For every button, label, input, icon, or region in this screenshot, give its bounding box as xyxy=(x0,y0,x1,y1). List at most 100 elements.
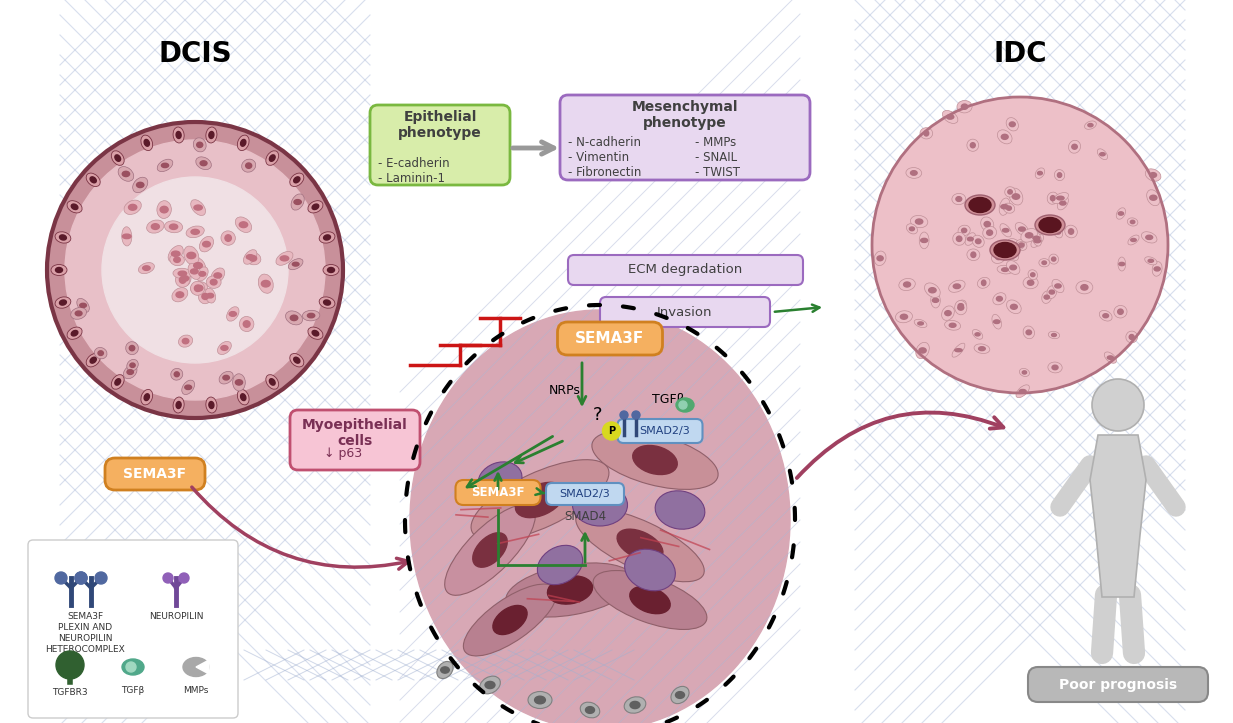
Circle shape xyxy=(47,122,343,418)
Text: TGFβ: TGFβ xyxy=(121,686,144,695)
Ellipse shape xyxy=(949,323,956,328)
Ellipse shape xyxy=(990,240,1020,260)
Ellipse shape xyxy=(197,142,202,147)
Ellipse shape xyxy=(261,281,270,287)
Ellipse shape xyxy=(247,254,254,260)
FancyBboxPatch shape xyxy=(1028,667,1208,702)
Ellipse shape xyxy=(538,545,583,585)
Ellipse shape xyxy=(312,330,319,336)
Ellipse shape xyxy=(128,205,137,210)
Ellipse shape xyxy=(184,246,199,265)
Ellipse shape xyxy=(157,201,171,218)
Ellipse shape xyxy=(182,657,210,677)
Ellipse shape xyxy=(293,357,300,363)
Text: - E-cadherin
- Laminin-1: - E-cadherin - Laminin-1 xyxy=(379,157,450,185)
Ellipse shape xyxy=(122,171,129,176)
Text: Epithelial
phenotype: Epithelial phenotype xyxy=(398,110,482,140)
Ellipse shape xyxy=(129,346,134,351)
Ellipse shape xyxy=(90,177,96,183)
Ellipse shape xyxy=(111,151,125,166)
Ellipse shape xyxy=(928,288,936,293)
Ellipse shape xyxy=(238,390,249,405)
Ellipse shape xyxy=(1015,223,1028,236)
Ellipse shape xyxy=(547,576,593,604)
Ellipse shape xyxy=(292,262,300,266)
Text: NRPs: NRPs xyxy=(549,383,581,396)
Ellipse shape xyxy=(1028,270,1037,280)
Ellipse shape xyxy=(319,297,335,308)
Ellipse shape xyxy=(191,281,207,295)
Ellipse shape xyxy=(472,533,507,568)
Ellipse shape xyxy=(906,168,922,179)
Ellipse shape xyxy=(189,263,201,279)
Ellipse shape xyxy=(916,343,930,359)
Ellipse shape xyxy=(931,293,941,308)
Ellipse shape xyxy=(572,484,628,526)
Ellipse shape xyxy=(67,327,83,339)
Ellipse shape xyxy=(1154,267,1160,271)
Ellipse shape xyxy=(1031,234,1043,247)
Ellipse shape xyxy=(206,127,217,143)
Ellipse shape xyxy=(969,200,979,210)
Ellipse shape xyxy=(236,380,243,385)
Ellipse shape xyxy=(535,696,545,703)
Ellipse shape xyxy=(219,372,233,384)
FancyBboxPatch shape xyxy=(618,419,703,443)
Ellipse shape xyxy=(996,296,1002,301)
Ellipse shape xyxy=(440,667,449,673)
Ellipse shape xyxy=(312,204,319,210)
Ellipse shape xyxy=(1001,268,1009,271)
Ellipse shape xyxy=(969,197,991,213)
Ellipse shape xyxy=(1002,228,1009,232)
Ellipse shape xyxy=(1113,305,1127,318)
Ellipse shape xyxy=(141,135,153,150)
Polygon shape xyxy=(1090,435,1145,597)
Ellipse shape xyxy=(174,257,180,262)
Ellipse shape xyxy=(280,256,289,261)
Ellipse shape xyxy=(194,205,202,210)
Ellipse shape xyxy=(1058,173,1062,177)
Ellipse shape xyxy=(293,200,301,205)
Ellipse shape xyxy=(1031,273,1034,277)
Ellipse shape xyxy=(211,279,217,285)
Ellipse shape xyxy=(1055,231,1060,234)
Ellipse shape xyxy=(195,285,201,291)
Ellipse shape xyxy=(1126,331,1138,343)
Ellipse shape xyxy=(480,676,501,694)
Text: SEMA3F: SEMA3F xyxy=(123,467,186,481)
Ellipse shape xyxy=(266,375,279,389)
Ellipse shape xyxy=(956,197,962,202)
FancyBboxPatch shape xyxy=(105,458,205,490)
Ellipse shape xyxy=(1034,239,1041,243)
Ellipse shape xyxy=(323,300,330,305)
Ellipse shape xyxy=(986,230,993,235)
Ellipse shape xyxy=(999,198,1010,215)
Ellipse shape xyxy=(1004,203,1015,213)
Ellipse shape xyxy=(920,128,932,139)
Ellipse shape xyxy=(1048,362,1062,373)
Ellipse shape xyxy=(194,262,202,268)
Ellipse shape xyxy=(1023,326,1034,339)
Ellipse shape xyxy=(954,348,962,351)
Ellipse shape xyxy=(991,251,1006,263)
Ellipse shape xyxy=(925,283,941,298)
Ellipse shape xyxy=(238,135,249,150)
Ellipse shape xyxy=(895,311,912,322)
Ellipse shape xyxy=(1034,215,1065,235)
Ellipse shape xyxy=(323,265,339,275)
Ellipse shape xyxy=(1147,189,1160,206)
Ellipse shape xyxy=(1011,304,1017,309)
Ellipse shape xyxy=(173,268,192,278)
Ellipse shape xyxy=(967,249,980,260)
Ellipse shape xyxy=(1131,239,1137,241)
Ellipse shape xyxy=(1011,243,1017,247)
Circle shape xyxy=(65,140,326,400)
Ellipse shape xyxy=(953,284,961,288)
Ellipse shape xyxy=(249,255,256,261)
Ellipse shape xyxy=(506,563,634,617)
Ellipse shape xyxy=(1127,218,1138,226)
Ellipse shape xyxy=(1006,300,1021,314)
Ellipse shape xyxy=(245,163,252,168)
Ellipse shape xyxy=(1100,310,1112,321)
Ellipse shape xyxy=(917,322,924,325)
